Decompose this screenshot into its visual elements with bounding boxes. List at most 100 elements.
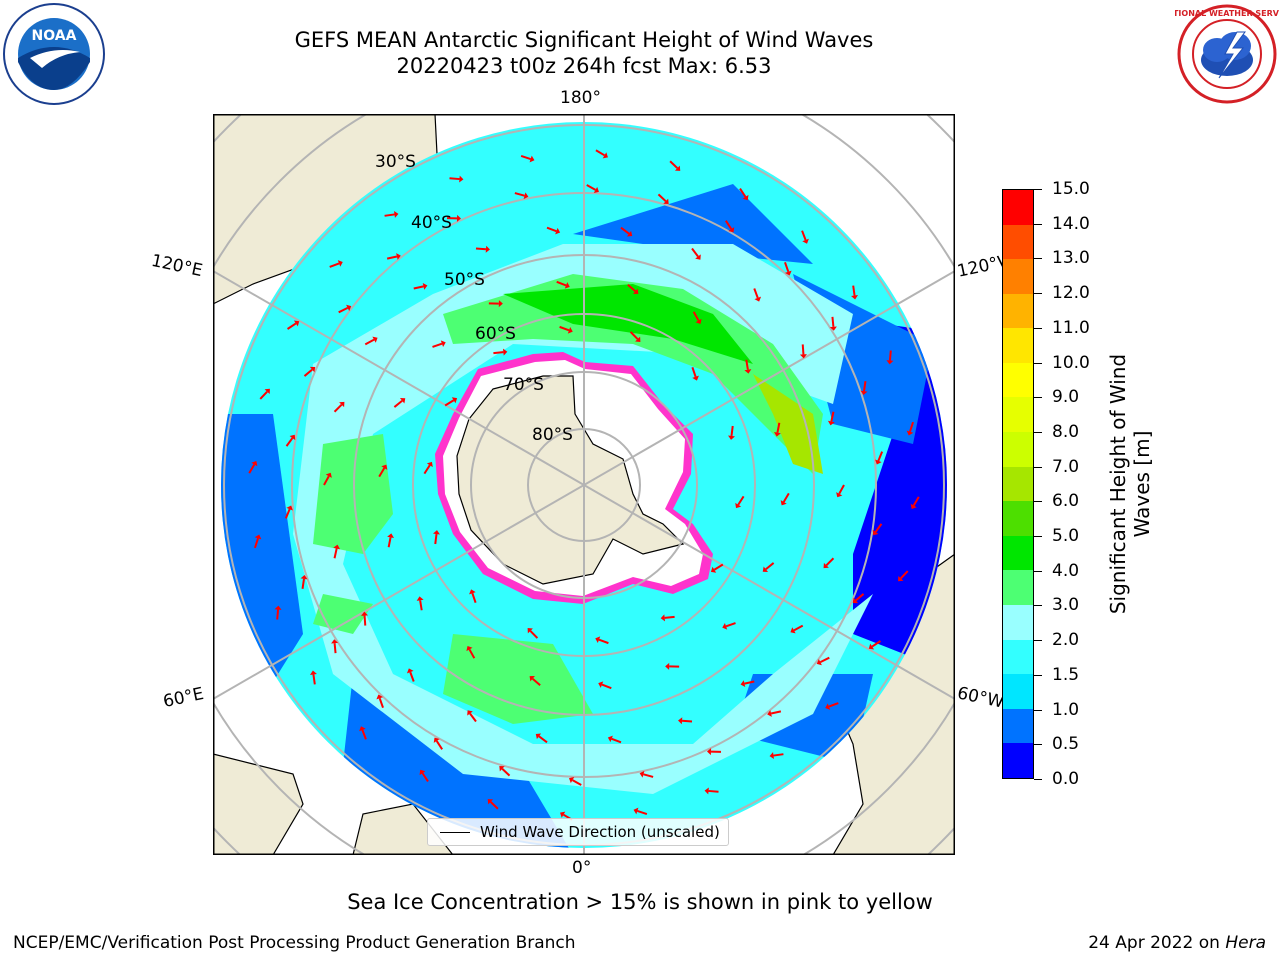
- wave-arrow-head: [523, 192, 529, 200]
- lon-label-180: 180°: [560, 88, 601, 108]
- wave-arrow-head: [875, 459, 882, 465]
- wave-arrow: [739, 187, 747, 198]
- wave-arrow-head: [633, 807, 639, 815]
- wave-arrow: [888, 350, 892, 361]
- wave-arrow-head: [300, 574, 308, 580]
- wave-arrow: [776, 422, 781, 433]
- colorbar-segment: [1003, 674, 1033, 709]
- wave-arrow: [713, 563, 724, 571]
- footer-date: 24 Apr 2022 on Hera: [1088, 933, 1266, 953]
- colorbar-tick-label: 14.0: [1052, 213, 1090, 234]
- colorbar-tick-label: 1.5: [1052, 664, 1080, 685]
- wave-arrow-head: [910, 503, 917, 509]
- wave-arrow-head: [780, 500, 787, 506]
- wave-arrow: [598, 638, 609, 645]
- colorbar-segment: [1003, 501, 1033, 536]
- wave-arrow-head: [660, 614, 666, 622]
- wave-arrow-head: [728, 435, 735, 440]
- wave-arrow: [432, 342, 443, 348]
- wave-arrow-head: [309, 670, 317, 675]
- wave-arrow: [409, 671, 415, 682]
- wave-arrow-head: [433, 737, 440, 743]
- wave-arrow-head: [742, 194, 749, 201]
- wave-arrow: [248, 463, 256, 474]
- wave-arrow: [611, 737, 622, 744]
- colorbar-segment: [1003, 259, 1033, 294]
- colorbar-title: Significant Height of Wind Waves [m]: [1106, 353, 1154, 615]
- noaa-logo: NOAA: [2, 2, 106, 106]
- wave-arrow: [387, 537, 392, 548]
- wave-arrow: [361, 729, 367, 740]
- colorbar-tick: [1034, 640, 1042, 642]
- wave-arrow: [745, 359, 749, 370]
- wave-arrow: [855, 593, 865, 602]
- wave-arrow-head: [498, 300, 503, 308]
- wave-arrow-head: [598, 681, 604, 688]
- wave-arrow-head: [487, 799, 494, 805]
- colorbar-tick: [1034, 779, 1042, 780]
- lon-label-60e: 60°E: [161, 683, 206, 713]
- wave-arrow: [737, 495, 745, 506]
- wave-arrow: [877, 451, 884, 462]
- chart-title-line2: 20220423 t00z 264h fcst Max: 6.53: [396, 54, 772, 78]
- wave-arrow-head: [639, 770, 645, 778]
- lon-label-60w: 60°W: [955, 683, 1006, 713]
- wave-arrow-head: [722, 623, 728, 630]
- wave-arrow: [730, 425, 734, 437]
- wave-arrow-head: [251, 461, 258, 467]
- wave-arrow: [468, 648, 476, 659]
- wave-arrow-head: [416, 596, 424, 601]
- wave-arrow: [595, 149, 606, 157]
- wave-arrow: [586, 184, 596, 191]
- wave-arrow: [323, 475, 330, 486]
- wave-arrow-head: [535, 733, 542, 740]
- lat-label-60s: 60°S: [475, 324, 516, 344]
- wave-arrow-head: [333, 544, 341, 550]
- wave-arrow: [333, 548, 338, 559]
- wave-arrow-head: [346, 304, 352, 312]
- colorbar-tick: [1034, 258, 1042, 260]
- wave-arrow-head: [456, 214, 462, 222]
- wave-arrow-head: [852, 597, 859, 604]
- wave-arrow: [312, 674, 316, 685]
- wave-arrow-head: [695, 318, 702, 325]
- wave-arrow-head: [595, 636, 601, 644]
- wave-arrow: [801, 230, 807, 241]
- wave-arrow: [329, 262, 340, 268]
- wave-arrow: [681, 719, 693, 723]
- wave-arrow: [912, 496, 920, 507]
- wave-arrow-head: [607, 735, 613, 743]
- wave-arrow: [254, 538, 259, 549]
- wave-arrow: [276, 609, 280, 620]
- wave-arrow-head: [274, 605, 282, 610]
- wave-arrow: [284, 508, 291, 519]
- wave-arrow: [538, 735, 548, 744]
- wave-arrow-head: [325, 472, 332, 478]
- wave-arrow-head: [381, 464, 388, 470]
- wave-arrow: [471, 592, 477, 603]
- wave-arrow: [909, 421, 914, 432]
- wave-arrow: [572, 779, 582, 786]
- wave-arrow: [691, 247, 699, 258]
- colorbar-segment: [1003, 224, 1033, 260]
- wave-arrow: [828, 702, 839, 708]
- wave-arrow-head: [527, 628, 533, 634]
- wave-arrow: [725, 622, 736, 628]
- wave-arrow-head: [555, 227, 561, 235]
- wave-arrow-head: [459, 175, 464, 183]
- lat-label-80s: 80°S: [532, 425, 573, 445]
- colorbar-tick-label: 9.0: [1052, 387, 1080, 408]
- wave-arrow-head: [289, 434, 296, 441]
- colorbar-tick-label: 0.5: [1052, 734, 1080, 755]
- wave-arrow-head: [485, 245, 490, 253]
- wave-arrow: [475, 247, 487, 251]
- colorbar-tick: [1034, 501, 1042, 503]
- wave-arrow: [378, 697, 384, 709]
- wave-arrow: [333, 403, 343, 413]
- wave-arrow-head: [872, 529, 879, 536]
- wave-arrow-head: [735, 502, 742, 509]
- wave-arrow-head: [469, 589, 476, 595]
- footer-branch: NCEP/EMC/Verification Post Processing Pr…: [13, 933, 576, 953]
- colorbar-tick: [1034, 674, 1042, 676]
- wave-arrow: [620, 226, 630, 235]
